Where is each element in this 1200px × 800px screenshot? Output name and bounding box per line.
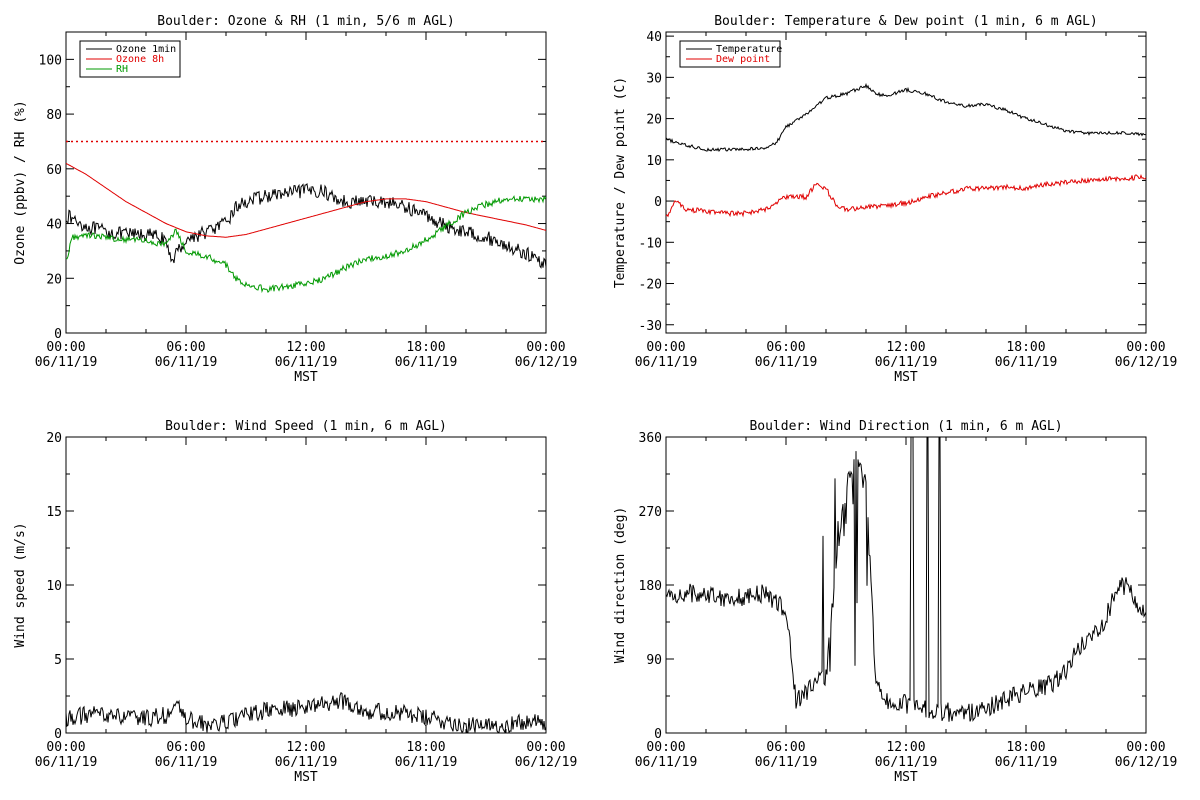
x-tick-label: 00:00: [46, 740, 85, 755]
y-tick-label: 20: [646, 113, 662, 128]
y-tick-label: 15: [46, 505, 62, 520]
legend-label: Ozone 1min: [116, 44, 176, 55]
x-date-label: 06/12/19: [1115, 755, 1178, 770]
series-line-ozone-1min: [66, 183, 546, 269]
x-date-label: 06/11/19: [395, 755, 458, 770]
x-tick-label: 06:00: [166, 340, 205, 355]
y-tick-label: 0: [654, 195, 662, 210]
y-tick-label: 20: [46, 272, 62, 287]
x-date-label: 06/11/19: [275, 355, 338, 370]
legend-box: [679, 40, 781, 68]
y-tick-label: 80: [46, 108, 62, 123]
chart-ozone_rh: Boulder: Ozone & RH (1 min, 5/6 m AGL) 0 2…: [13, 14, 577, 385]
series-line-dew-point: [666, 174, 1146, 218]
legend-label: Dew point: [716, 54, 770, 65]
y-tick-label: -10: [639, 236, 662, 251]
x-tick-label: 18:00: [1006, 340, 1045, 355]
y-tick-label: 5: [54, 653, 62, 668]
x-tick-label: 12:00: [886, 740, 925, 755]
legend-label: RH: [116, 64, 128, 75]
x-tick-label: 00:00: [1126, 340, 1165, 355]
y-tick-label: 270: [639, 505, 662, 520]
chart-title: Boulder: Temperature & Dew point (1 min,…: [714, 14, 1098, 29]
y-axis-label: Ozone (ppbv) / RH (%): [13, 100, 28, 264]
x-date-label: 06/12/19: [1115, 355, 1178, 370]
x-date-label: 06/11/19: [635, 755, 698, 770]
x-date-label: 06/11/19: [35, 355, 98, 370]
y-tick-label: 360: [639, 431, 662, 446]
y-tick-label: 40: [46, 218, 62, 233]
x-date-label: 06/11/19: [995, 355, 1058, 370]
x-date-label: 06/11/19: [755, 755, 818, 770]
x-tick-label: 18:00: [406, 340, 445, 355]
x-axis-label: MST: [894, 370, 918, 385]
x-axis-label: MST: [294, 770, 318, 785]
y-axis-label: Wind speed (m/s): [13, 522, 28, 647]
x-tick-label: 00:00: [646, 740, 685, 755]
y-tick-label: -30: [639, 319, 662, 334]
x-tick-label: 12:00: [886, 340, 925, 355]
chart-wind_speed: Boulder: Wind Speed (1 min, 6 m AGL) 0 5 10…: [13, 419, 577, 785]
y-tick-label: 20: [46, 431, 62, 446]
y-tick-label: 10: [646, 154, 662, 169]
x-date-label: 06/11/19: [395, 355, 458, 370]
y-tick-label: 60: [46, 163, 62, 178]
y-axis-label: Wind direction (deg): [613, 507, 628, 664]
x-date-label: 06/11/19: [275, 755, 338, 770]
series-line-rh: [66, 195, 546, 294]
x-date-label: 06/11/19: [875, 355, 938, 370]
chart-title: Boulder: Wind Speed (1 min, 6 m AGL): [165, 419, 447, 434]
x-tick-label: 00:00: [526, 340, 565, 355]
y-tick-label: -20: [639, 278, 662, 293]
x-tick-label: 00:00: [646, 340, 685, 355]
x-date-label: 06/11/19: [635, 355, 698, 370]
y-tick-label: 180: [639, 579, 662, 594]
series-line-ozone-8h: [66, 162, 546, 238]
legend-label: Ozone 8h: [116, 54, 164, 65]
y-tick-label: 40: [646, 30, 662, 45]
x-axis-label: MST: [294, 370, 318, 385]
x-tick-label: 00:00: [526, 740, 565, 755]
series-line-wind-speed: [66, 692, 546, 733]
x-axis-label: MST: [894, 770, 918, 785]
x-date-label: 06/11/19: [35, 755, 98, 770]
chart-title: Boulder: Wind Direction (1 min, 6 m AGL): [749, 419, 1062, 434]
x-tick-label: 06:00: [166, 740, 205, 755]
x-tick-label: 00:00: [1126, 740, 1165, 755]
legend-label: Temperature: [716, 44, 782, 55]
x-date-label: 06/11/19: [155, 755, 218, 770]
x-tick-label: 06:00: [766, 340, 805, 355]
x-tick-label: 00:00: [46, 340, 85, 355]
chart-temp_dew: Boulder: Temperature & Dew point (1 min,…: [613, 14, 1177, 385]
y-tick-label: 90: [646, 653, 662, 668]
series-line-wind-direction: [666, 437, 1146, 722]
x-tick-label: 18:00: [406, 740, 445, 755]
chart-wind_direction: Boulder: Wind Direction (1 min, 6 m AGL)…: [613, 419, 1177, 785]
x-date-label: 06/12/19: [515, 755, 578, 770]
y-tick-label: 100: [39, 53, 62, 68]
y-tick-label: 0: [654, 727, 662, 742]
chart-title: Boulder: Ozone & RH (1 min, 5/6 m AGL): [157, 14, 454, 29]
plot-frame: [65, 436, 547, 734]
y-tick-label: 30: [646, 71, 662, 86]
x-date-label: 06/12/19: [515, 355, 578, 370]
series-line-temperature: [666, 82, 1146, 153]
y-tick-label: 0: [54, 327, 62, 342]
y-axis-label: Temperature / Dew point (C): [613, 77, 628, 288]
x-date-label: 06/11/19: [755, 355, 818, 370]
x-date-label: 06/11/19: [155, 355, 218, 370]
x-tick-label: 12:00: [286, 740, 325, 755]
x-tick-label: 06:00: [766, 740, 805, 755]
plot-frame: [665, 436, 1147, 734]
x-date-label: 06/11/19: [875, 755, 938, 770]
x-tick-label: 18:00: [1006, 740, 1045, 755]
x-tick-label: 12:00: [286, 340, 325, 355]
y-tick-label: 0: [54, 727, 62, 742]
x-date-label: 06/11/19: [995, 755, 1058, 770]
y-tick-label: 10: [46, 579, 62, 594]
